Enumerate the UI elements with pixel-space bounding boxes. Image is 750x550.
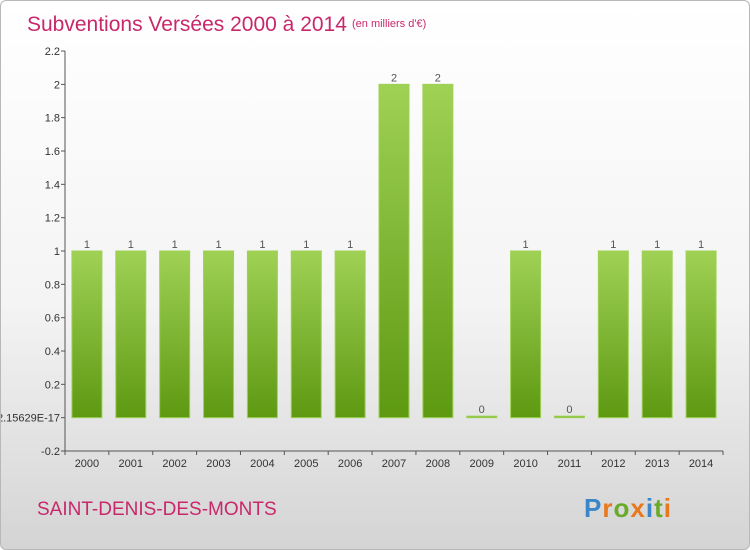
x-tick-label: 2006 <box>338 458 362 470</box>
x-tick-label: 2008 <box>426 458 450 470</box>
bar-value-label: 1 <box>215 239 221 251</box>
x-tick-label: 2000 <box>75 458 99 470</box>
bar <box>422 83 454 419</box>
chart-title: Subventions Versées 2000 à 2014 <box>27 13 347 36</box>
logo-letter: o <box>613 493 630 523</box>
bar <box>290 250 322 419</box>
x-tick-label: 2007 <box>382 458 406 470</box>
y-tick-label: 0.4 <box>45 346 60 358</box>
x-tick-label: 2009 <box>469 458 493 470</box>
x-tick-label: 2014 <box>689 458 713 470</box>
x-tick-label: 2002 <box>162 458 186 470</box>
bar-value-label: 1 <box>654 239 660 251</box>
x-tick-label: 2013 <box>645 458 669 470</box>
y-tick-label: 1.4 <box>45 179 60 191</box>
logo-letter: i <box>646 493 654 523</box>
bar-value-label: 1 <box>128 239 134 251</box>
bar <box>203 250 235 419</box>
y-tick-label: 0.2 <box>45 379 60 391</box>
y-tick-label: 1.8 <box>45 113 60 125</box>
logo-letter: i <box>664 493 672 523</box>
bar <box>510 250 542 419</box>
x-tick-label: 2011 <box>558 458 582 470</box>
y-tick-label: -0.2 <box>41 446 60 458</box>
y-tick-label: 2.2 <box>45 46 60 58</box>
bar <box>71 250 103 419</box>
logo-letter: r <box>602 493 613 523</box>
y-tick-label: 1.2 <box>45 213 60 225</box>
bar <box>334 250 366 419</box>
x-tick-label: 2001 <box>119 458 143 470</box>
bars: 1 1 1 1 1 1 1 2 2 0 1 0 1 1 1 <box>71 72 717 419</box>
x-tick-label: 2004 <box>250 458 274 470</box>
bar-value-label: 1 <box>84 239 90 251</box>
bar <box>115 250 147 419</box>
bar-value-label: 1 <box>259 239 265 251</box>
bar-value-label: 1 <box>347 239 353 251</box>
y-tick-label: 2 <box>54 79 60 91</box>
bar-value-label: 2 <box>435 72 441 84</box>
bar <box>685 250 717 419</box>
bar-value-label: 0 <box>479 404 485 416</box>
logo-letter: x <box>630 493 645 523</box>
logo-letter: t <box>654 493 664 523</box>
y-tick-label: 0.8 <box>45 279 60 291</box>
bar-value-label: 1 <box>610 239 616 251</box>
x-tick-label: 2003 <box>206 458 230 470</box>
bar <box>159 250 191 419</box>
bar-value-label: 2 <box>391 72 397 84</box>
bar <box>597 250 629 419</box>
y-tick-label: 1 <box>54 246 60 258</box>
bar-value-label: 1 <box>172 239 178 251</box>
bar-value-label: 0 <box>566 404 572 416</box>
proxiti-logo: Proxiti <box>584 493 672 523</box>
bar <box>641 250 673 419</box>
y-tick-label: -2.15629E-17 <box>1 413 60 425</box>
bar-value-label: 1 <box>698 239 704 251</box>
bar <box>466 415 498 419</box>
y-tick-label: 0.6 <box>45 313 60 325</box>
place-name: SAINT-DENIS-DES-MONTS <box>37 499 277 520</box>
chart-subtitle: (en milliers d'€) <box>352 18 426 30</box>
x-tick-label: 2010 <box>513 458 537 470</box>
y-tick-label: 1.6 <box>45 146 60 158</box>
bar <box>553 415 585 419</box>
bar-value-label: 1 <box>303 239 309 251</box>
logo-letter: P <box>584 493 602 523</box>
bar <box>378 83 410 419</box>
x-tick-label: 2005 <box>294 458 318 470</box>
bar-value-label: 1 <box>523 239 529 251</box>
x-tick-label: 2012 <box>601 458 625 470</box>
bar <box>246 250 278 419</box>
axes: -0.2 -2.15629E-17 0.2 0.4 0.6 0.8 1 1.2 1.4 1.6 1.… <box>1 46 724 470</box>
